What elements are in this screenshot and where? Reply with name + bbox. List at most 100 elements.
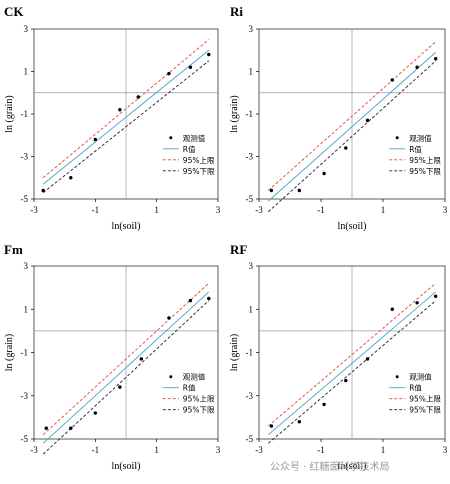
lower-95-line [268, 300, 436, 444]
y-tick-label: 3 [249, 24, 254, 34]
x-tick-label: 1 [154, 205, 159, 215]
observed-point [93, 411, 98, 415]
upper-95-line [42, 39, 210, 179]
observed-point [167, 71, 171, 76]
observed-point [344, 378, 348, 383]
y-tick-label: -5 [21, 194, 29, 204]
legend-label: 观测值 [409, 133, 432, 143]
y-tick-label: -3 [246, 152, 254, 162]
observed-point [390, 78, 394, 82]
legend-label: 95%下限 [409, 406, 441, 415]
observed-point [365, 118, 370, 123]
legend-label: 95%上限 [183, 156, 215, 165]
observed-point [322, 171, 326, 176]
x-axis-label: ln(soil) [338, 221, 367, 232]
y-tick-label: -3 [21, 391, 29, 401]
y-tick-label: -3 [246, 391, 254, 401]
chart-panel-rf: RF-3 -1 1 331-1-3-5ln(soil)ln (grain)观测值R值9… [229, 242, 448, 472]
observed-point [207, 52, 211, 57]
x-axis-label: ln(soil) [112, 461, 141, 472]
panel-label: Fm [4, 242, 23, 257]
observed-point [188, 298, 193, 303]
x-axis-label: ln(soil) [112, 221, 141, 232]
observed-point [269, 188, 274, 193]
y-tick-label: -1 [21, 109, 29, 119]
y-tick-label: 1 [249, 67, 254, 77]
legend-label: R值 [409, 383, 422, 393]
lower-95-line [42, 60, 210, 193]
y-tick-label: -5 [246, 434, 254, 444]
observed-point [136, 95, 140, 99]
x-tick-label: 1 [381, 445, 386, 455]
legend-label: 95%上限 [409, 156, 441, 165]
x-tick-label: -1 [317, 205, 325, 215]
predicted-line [268, 52, 436, 202]
legend-label: R值 [183, 383, 196, 393]
y-tick-label: -1 [246, 348, 254, 358]
legend-label: 观测值 [409, 372, 432, 382]
panel-label: CK [4, 4, 24, 19]
observed-point [297, 188, 301, 193]
x-axis-label: ln(soil) [338, 461, 367, 472]
observed-point [415, 65, 419, 69]
chart-panel-ri: Ri-3 -1 1 331-1-3-5ln(soil)ln (grain)观测值R值9… [229, 4, 448, 232]
observed-point [118, 385, 122, 389]
legend-symbol [395, 136, 399, 140]
predicted-line [42, 49, 210, 185]
chart-panel-ck: CK-3 -1 1 331-1-3-5ln(soil)ln (grain)观测值R值9… [4, 4, 221, 232]
legend-label: R值 [409, 144, 422, 154]
x-tick-label: 1 [154, 445, 159, 455]
y-tick-label: -1 [246, 109, 254, 119]
observed-point [118, 108, 122, 112]
lower-95-line [267, 60, 437, 213]
legend-symbol [169, 136, 173, 140]
predicted-line [268, 291, 436, 436]
x-tick-label: 3 [216, 205, 221, 215]
observed-point [69, 426, 73, 430]
observed-point [188, 65, 193, 69]
observed-point [41, 188, 45, 193]
legend-label: 95%上限 [409, 395, 441, 404]
observed-point [69, 176, 73, 180]
legend-label: 95%下限 [183, 167, 215, 176]
panel-label: RF [230, 242, 247, 257]
x-tick-label: -3 [255, 205, 263, 215]
y-axis-label: ln (grain) [229, 334, 240, 372]
observed-point [297, 420, 301, 424]
legend-label: 95%下限 [409, 167, 441, 176]
observed-point [434, 294, 438, 298]
x-tick-label: 3 [443, 205, 448, 215]
observed-point [93, 137, 98, 142]
observed-point [139, 357, 144, 361]
y-axis-label: ln (grain) [4, 95, 15, 133]
x-tick-label: -3 [30, 205, 38, 215]
predicted-line [42, 291, 210, 444]
legend-label: 观测值 [183, 372, 206, 382]
observed-point [322, 402, 326, 407]
y-tick-label: 3 [24, 24, 29, 34]
y-tick-label: 1 [24, 304, 29, 314]
x-tick-label: -3 [30, 445, 38, 455]
upper-95-line [42, 282, 210, 436]
observed-point [207, 296, 211, 301]
upper-95-line [268, 41, 436, 191]
y-tick-label: -5 [246, 194, 254, 204]
upper-95-line [268, 282, 436, 427]
legend-label: 95%上限 [183, 395, 215, 404]
legend-symbol [169, 375, 173, 379]
observed-point [44, 426, 48, 430]
x-tick-label: -1 [92, 445, 100, 455]
observed-point [390, 307, 394, 311]
observed-point [365, 357, 370, 361]
legend-symbol [395, 375, 399, 379]
y-tick-label: 3 [249, 261, 254, 271]
panel-label: Ri [230, 4, 243, 19]
y-tick-label: 1 [24, 67, 29, 77]
y-tick-label: -5 [21, 434, 29, 444]
observed-point [344, 146, 348, 150]
y-tick-label: -3 [21, 152, 29, 162]
observed-point [167, 316, 171, 320]
y-axis-label: ln (grain) [4, 334, 15, 372]
x-tick-label: 3 [216, 445, 221, 455]
